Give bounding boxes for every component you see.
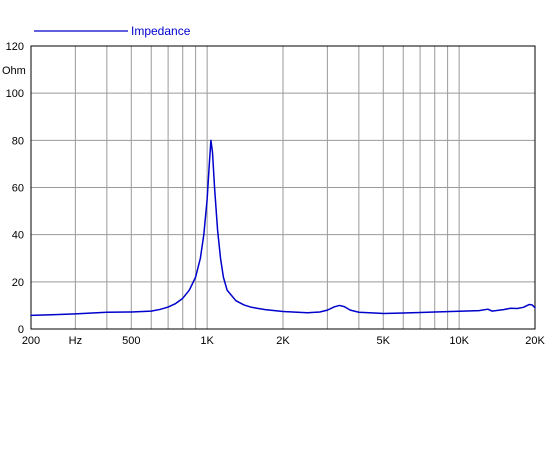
y-tick-label: 60 [12,183,24,195]
x-tick-label: 1K [200,335,214,347]
x-tick-label: 10K [449,335,469,347]
axis-layer: 0 20 40 60 80 100 120 Ohm 200 Hz 500 1K 2K 5K 10K 20K [2,41,545,347]
legend: Impedance [34,24,191,38]
series-layer [30,139,536,317]
y-tick-label: 120 [6,41,24,53]
x-tick-label: 5K [377,335,391,347]
y-tick-label: 20 [12,277,24,289]
x-tick-label: 200 [22,335,40,347]
legend-label: Impedance [131,24,191,38]
plot-frame [30,45,536,330]
x-tick-label: Hz [69,335,82,347]
y-tick-label: 80 [12,135,24,147]
y-tick-label: 100 [6,88,24,100]
x-tick-label: 2K [276,335,290,347]
grid-layer [31,45,535,330]
impedance-series-line [30,139,536,317]
x-tick-label: 20K [525,335,545,347]
y-unit-label: Ohm [2,65,26,77]
x-tick-label: 500 [122,335,140,347]
y-tick-label: 0 [18,324,24,336]
y-tick-label: 40 [12,230,24,242]
